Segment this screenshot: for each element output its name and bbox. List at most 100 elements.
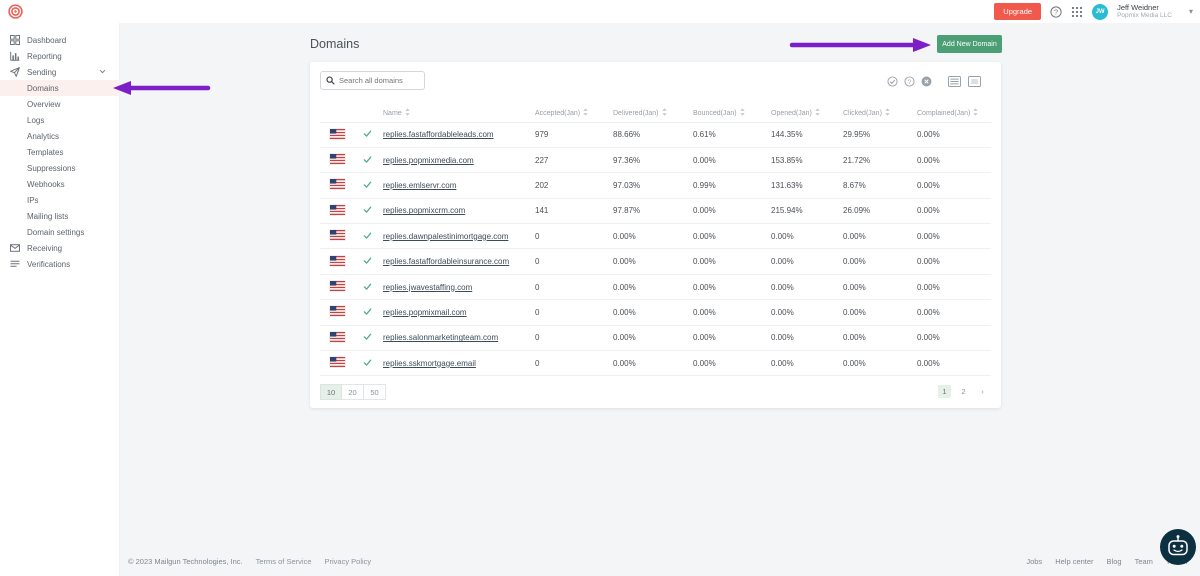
apps-grid-icon[interactable] — [1071, 6, 1083, 18]
disabled-filter-icon[interactable] — [921, 76, 932, 87]
avatar[interactable]: JW — [1092, 3, 1109, 20]
footer-link-team[interactable]: Team — [1134, 557, 1153, 566]
copyright-text: © 2023 Mailgun Technologies, Inc. — [128, 557, 243, 566]
column-header-bounced-jan[interactable]: Bounced(Jan) — [690, 104, 768, 123]
sidebar-item-mailing-lists[interactable]: Mailing lists — [0, 208, 119, 224]
verified-check-icon — [363, 129, 372, 138]
bounced-value: 0.00% — [690, 198, 768, 225]
column-header-delivered-jan[interactable]: Delivered(Jan) — [610, 104, 690, 123]
clicked-value: 21.72% — [840, 147, 914, 174]
column-header-status-spacer — [358, 104, 380, 123]
mailgun-logo-icon[interactable] — [8, 4, 23, 19]
domain-link[interactable]: replies.fastaffordableleads.com — [383, 130, 494, 140]
footer-link-terms-of-service[interactable]: Terms of Service — [255, 557, 312, 566]
sort-icon[interactable] — [970, 108, 978, 117]
sidebar-item-label: Suppressions — [27, 163, 76, 173]
table-row: replies.sskmortgage.email 0 0.00% 0.00% 0.00… — [320, 350, 991, 377]
column-header-label: Clicked(Jan) — [843, 110, 882, 118]
domain-link[interactable]: replies.salonmarketingteam.com — [383, 333, 499, 343]
sidebar-item-suppressions[interactable]: Suppressions — [0, 160, 119, 176]
accepted-value: 0 — [532, 223, 610, 250]
verified-check-icon — [363, 256, 372, 265]
complained-value: 0.00% — [914, 172, 991, 199]
us-flag-icon — [330, 179, 345, 190]
sidebar-item-sending[interactable]: Sending — [0, 64, 119, 80]
domain-link[interactable]: replies.fastaffordableinsurance.com — [383, 257, 510, 267]
column-header-accepted-jan[interactable]: Accepted(Jan) — [532, 104, 610, 123]
svg-text:?: ? — [908, 79, 912, 86]
user-block: Jeff Weidner Popmix Media LLC — [1117, 3, 1172, 21]
verified-filter-icon[interactable] — [887, 76, 898, 87]
opened-value: 153.85% — [768, 147, 840, 174]
us-flag-icon — [330, 154, 345, 165]
opened-value: 0.00% — [768, 248, 840, 275]
sidebar-item-verifications[interactable]: Verifications — [0, 256, 119, 272]
domain-link[interactable]: replies.popmixcrm.com — [383, 206, 466, 216]
account-menu-caret-icon[interactable]: ▾ — [1188, 7, 1193, 16]
column-header-name[interactable]: Name — [380, 104, 532, 123]
page-size-10-button[interactable]: 10 — [320, 384, 342, 400]
sidebar-item-overview[interactable]: Overview — [0, 96, 119, 112]
column-header-complained-jan[interactable]: Complained(Jan) — [914, 104, 991, 123]
help-icon[interactable]: ? — [1050, 5, 1062, 18]
page-size-20-button[interactable]: 20 — [342, 384, 364, 400]
domain-link[interactable]: replies.popmixmail.com — [383, 307, 467, 317]
sidebar-item-templates[interactable]: Templates — [0, 144, 119, 160]
list-view-icon[interactable] — [948, 76, 961, 87]
sort-icon[interactable] — [580, 108, 588, 117]
sidebar-item-ips[interactable]: IPs — [0, 192, 119, 208]
sort-icon[interactable] — [659, 108, 667, 117]
column-header-clicked-jan[interactable]: Clicked(Jan) — [840, 104, 914, 123]
sidebar-item-label: Analytics — [27, 131, 60, 141]
sort-icon[interactable] — [882, 108, 890, 117]
domain-link[interactable]: replies.jwavestaffing.com — [383, 282, 473, 292]
sidebar-item-logs[interactable]: Logs — [0, 112, 119, 128]
domain-link[interactable]: replies.emlservr.com — [383, 180, 457, 190]
sort-icon[interactable] — [402, 108, 410, 117]
bounced-value: 0.00% — [690, 147, 768, 174]
upgrade-button[interactable]: Upgrade — [994, 3, 1042, 20]
domain-link[interactable]: replies.dawnpalestinimortgage.com — [383, 231, 509, 241]
verified-check-icon — [363, 231, 372, 240]
search-input[interactable] — [339, 76, 419, 85]
page-2-button[interactable]: 2 — [957, 385, 970, 398]
sidebar-item-domains[interactable]: Domains — [0, 80, 119, 96]
grid-view-icon[interactable] — [968, 76, 981, 87]
sidebar-item-analytics[interactable]: Analytics — [0, 128, 119, 144]
state-filter-icons: ? — [887, 76, 932, 87]
sidebar-item-dashboard[interactable]: Dashboard — [0, 32, 119, 48]
footer-link-help-center[interactable]: Help center — [1055, 557, 1094, 566]
sidebar-item-reporting[interactable]: Reporting — [0, 48, 119, 64]
sidebar-item-domain-settings[interactable]: Domain settings — [0, 224, 119, 240]
complained-value: 0.00% — [914, 147, 991, 174]
opened-value: 0.00% — [768, 299, 840, 326]
sidebar-item-webhooks[interactable]: Webhooks — [0, 176, 119, 192]
domain-link[interactable]: replies.sskmortgage.email — [383, 358, 476, 368]
sidebar-item-label: Dashboard — [27, 35, 67, 45]
domain-link[interactable]: replies.popmixmedia.com — [383, 155, 474, 165]
chatbot-button[interactable] — [1160, 529, 1196, 565]
accepted-value: 0 — [532, 274, 610, 301]
unverified-filter-icon[interactable]: ? — [904, 76, 915, 87]
column-header-opened-jan[interactable]: Opened(Jan) — [768, 104, 840, 123]
page-size-50-button[interactable]: 50 — [364, 384, 386, 400]
topbar: Upgrade ? JW Jeff Weidner Popmix Media L… — [0, 0, 1200, 23]
column-header-label: Delivered(Jan) — [613, 110, 659, 118]
sidebar-item-receiving[interactable]: Receiving — [0, 240, 119, 256]
sidebar-item-label: Domain settings — [27, 227, 85, 237]
add-new-domain-button[interactable]: Add New Domain — [937, 35, 1002, 53]
next-page-button[interactable]: › — [976, 385, 989, 398]
footer-link-blog[interactable]: Blog — [1106, 557, 1122, 566]
sort-icon[interactable] — [812, 108, 820, 117]
us-flag-icon — [330, 204, 345, 215]
complained-value: 0.00% — [914, 198, 991, 225]
footer-link-jobs[interactable]: Jobs — [1026, 557, 1043, 566]
verified-check-icon — [363, 205, 372, 214]
delivered-value: 88.66% — [610, 122, 690, 148]
delivered-value: 0.00% — [610, 350, 690, 377]
accepted-value: 227 — [532, 147, 610, 174]
sort-icon[interactable] — [737, 108, 745, 117]
page-1-button[interactable]: 1 — [938, 385, 951, 398]
footer-link-privacy-policy[interactable]: Privacy Policy — [324, 557, 372, 566]
column-header-label: Name — [383, 110, 402, 118]
